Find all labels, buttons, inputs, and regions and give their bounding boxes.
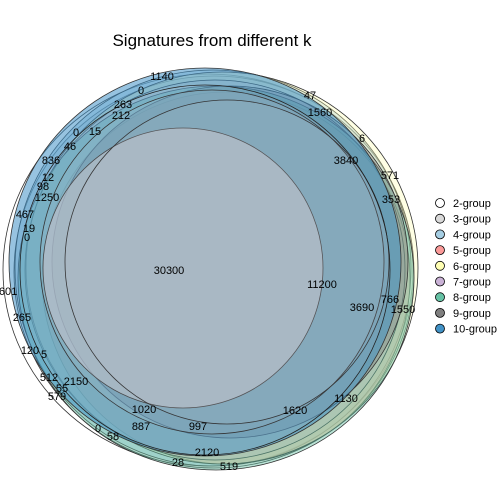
region-count-label: 263 [114, 99, 132, 111]
region-count-label: 58 [107, 431, 119, 443]
region-count-label: 579 [48, 391, 66, 403]
legend-swatch [435, 276, 445, 287]
region-count-label: 0 [95, 423, 101, 435]
legend-swatch [435, 323, 445, 334]
region-count-label: 1550 [391, 304, 415, 316]
legend-swatch [435, 292, 445, 303]
legend-label: 2-group [453, 198, 491, 210]
region-count-label: 836 [42, 155, 60, 167]
region-count-label: 997 [189, 421, 207, 433]
region-count-label: 46 [64, 141, 76, 153]
region-count-label: 571 [381, 170, 399, 182]
region-count-label: 1140 [150, 71, 174, 83]
region-count-label: 1250 [35, 192, 59, 204]
legend-swatch [435, 260, 445, 271]
legend-label: 5-group [453, 245, 491, 257]
region-count-label: 3690 [350, 302, 374, 314]
region-count-label: 28 [172, 457, 184, 469]
region-count-label: 0 [138, 85, 144, 97]
region-count-label: 0 [24, 232, 30, 244]
region-count-label: 6 [359, 133, 365, 145]
region-count-label: 47 [304, 90, 316, 102]
legend-label: 4-group [453, 229, 491, 241]
region-count-label: 212 [112, 110, 130, 122]
region-count-label: 3840 [334, 155, 358, 167]
region-count-label: 5 [41, 349, 47, 361]
legend-label: 7-group [453, 277, 491, 289]
venn-sets [2, 67, 419, 471]
venn-inner-outline [19, 84, 391, 456]
region-count-label: 601 [0, 286, 17, 298]
region-count-label: 766 [381, 294, 399, 306]
region-count-label: 887 [132, 421, 150, 433]
venn-inner-outline [64, 99, 390, 425]
region-count-label: 2150 [64, 376, 88, 388]
region-count-label: 12 [42, 172, 54, 184]
region-count-label: 512 [40, 372, 58, 384]
legend-label: 3-group [453, 214, 491, 226]
region-count-label: 30300 [154, 265, 185, 277]
region-count-label: 265 [13, 312, 31, 324]
region-count-label: 2120 [195, 447, 219, 459]
legend-swatch [435, 198, 445, 208]
region-count-label: 1130 [334, 393, 358, 405]
region-count-label: 98 [37, 181, 49, 193]
legend-swatch [435, 213, 445, 224]
region-count-label: 15 [89, 126, 101, 138]
legend-label: 8-group [453, 292, 491, 304]
region-count-label: 1020 [132, 404, 156, 416]
region-count-label: 19 [23, 223, 35, 235]
legend-label: 10-group [453, 324, 497, 336]
region-count-label: 55 [56, 383, 68, 395]
legend-swatch [435, 245, 445, 256]
region-count-label: 120 [21, 345, 39, 357]
legend-label: 9-group [453, 308, 491, 320]
region-count-label: 0 [73, 127, 79, 139]
venn-inner-outline [39, 89, 385, 435]
diagram-title: Signatures from different k [112, 31, 312, 50]
region-count-label: 467 [16, 209, 34, 221]
region-count-label: 1620 [283, 405, 307, 417]
region-count-label: 353 [382, 194, 400, 206]
venn-inner-outline [42, 127, 324, 409]
legend-swatch [435, 307, 445, 318]
region-count-label: 1560 [308, 107, 332, 119]
legend-swatch [435, 229, 445, 240]
legend-label: 6-group [453, 261, 491, 273]
region-count-label: 11200 [307, 279, 337, 291]
region-count-label: 519 [220, 461, 238, 473]
legend: 2-group 3-group 4-group 5-group 6-group 7-gro… [435, 198, 497, 336]
